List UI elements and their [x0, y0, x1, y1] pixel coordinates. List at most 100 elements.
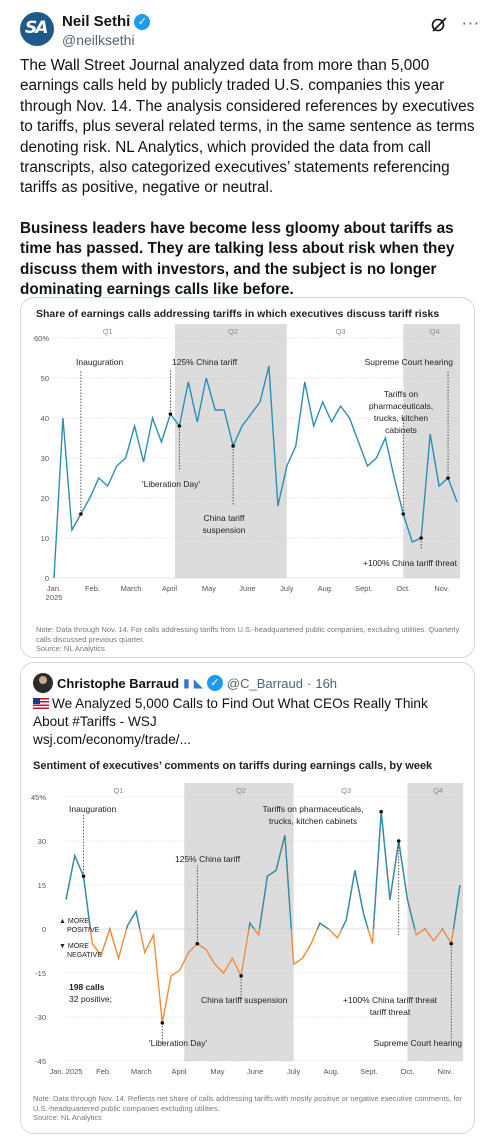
note-text: Note: Data through Nov. 14. Reflects net…	[33, 1094, 463, 1113]
x-tick-label: Feb.	[96, 1067, 111, 1076]
annotation-label: cabinets	[385, 425, 417, 435]
source-text: Source: NL Analytics	[36, 644, 105, 653]
x-tick-label: Jan. 2025	[50, 1067, 83, 1076]
quote-tweet[interactable]: Christophe Barraud ▮ ◣ ✓ @C_Barraud · 16…	[20, 662, 475, 1134]
x-tick-label: June	[247, 1067, 263, 1076]
chart-card-risk[interactable]: Share of earnings calls addressing tarif…	[20, 297, 475, 658]
x-tick-label: June	[239, 584, 255, 593]
x-tick-label: Nov.	[434, 584, 449, 593]
us-flag-icon	[33, 698, 49, 709]
whale-icon: ◣	[193, 676, 203, 690]
y-tick-label: 0	[42, 925, 46, 934]
y-tick-label: 20	[41, 494, 49, 503]
y-tick-label: 10	[41, 534, 49, 543]
x-tick-label: Nov.	[438, 1067, 453, 1076]
quarter-shade-q2	[184, 783, 294, 1061]
event-point	[79, 512, 83, 516]
event-point	[419, 536, 423, 540]
x-tick-label: Oct.	[401, 1067, 415, 1076]
x-tick-label: May	[210, 1067, 224, 1076]
event-point	[446, 476, 450, 480]
quote-text: We Analyzed 5,000 Calls to Find Out What…	[33, 695, 463, 749]
y-tick-label: -15	[35, 969, 46, 978]
quote-time[interactable]: 16h	[315, 675, 338, 691]
quarter-label: Q4	[430, 327, 440, 336]
risk-chart: Q1 Q2 Q3 Q4 0 10 20 30 40 50 60% Jan.2025 Feb. March A…	[34, 324, 460, 602]
annotation-label: ▲ MORE	[59, 918, 89, 925]
x-tick-label: Feb.	[85, 584, 100, 593]
quarter-label: Q2	[236, 786, 246, 795]
tweet-header: SA Neil Sethi ✓ @neilksethi ···	[20, 10, 480, 50]
quote-link[interactable]: wsj.com/economy/trade/...	[33, 732, 191, 747]
x-tick-label: 2025	[46, 593, 63, 602]
annotation-label: +100% China tariff threat	[343, 995, 438, 1005]
annotation-label: Tariffs on pharmaceuticals,	[263, 804, 364, 814]
chart-note: Note: Data through Nov. 14. Reflects net…	[33, 1094, 463, 1123]
quote-avatar[interactable]	[33, 673, 53, 693]
event-point	[401, 512, 406, 516]
y-tick-label: 30	[38, 837, 46, 846]
event-point	[168, 412, 173, 416]
source-text: Source: NL Analytics	[33, 1113, 102, 1122]
y-tick-label: 60%	[34, 334, 49, 343]
y-tick-label: -45	[35, 1057, 46, 1066]
sentiment-chart: Q1 Q2 Q3 Q4 -45 -30 -15 0 15 30 45% Jan. 2025 Feb. Ma…	[31, 783, 463, 1076]
tweet-paragraph-2: Business leaders have become less gloomy…	[20, 219, 455, 299]
annotation-label: trucks, kitchen	[374, 413, 429, 423]
annotation-label: 125% China tariff	[175, 854, 241, 864]
tweet-body: The Wall Street Journal analyzed data fr…	[20, 56, 480, 320]
annotation-label: 'Liberation Day'	[149, 1038, 207, 1048]
x-tick-label: July	[280, 584, 294, 593]
tweet-paragraph-1: The Wall Street Journal analyzed data fr…	[20, 57, 475, 197]
x-tick-label: April	[171, 1067, 186, 1076]
annotation-label: pharmaceuticals,	[369, 401, 433, 411]
flag-icon: ▮	[183, 676, 190, 690]
chart-title: Share of earnings calls addressing tarif…	[36, 308, 440, 320]
x-tick-label: Aug.	[324, 1067, 339, 1076]
annotation-label: China tariff	[204, 513, 246, 523]
grok-icon[interactable]	[430, 15, 448, 33]
chart-title: Sentiment of executives’ comments on tar…	[33, 760, 433, 772]
header-actions: ···	[430, 14, 480, 33]
annotation-label: trucks, kitchen cabinets	[269, 816, 357, 826]
note-text: Note: Data through Nov. 14. For calls ad…	[36, 625, 460, 644]
quarter-label: Q4	[433, 786, 443, 795]
annotation-label: Supreme Court hearing	[374, 1038, 463, 1048]
quarter-label: Q3	[341, 786, 351, 795]
quote-headline: We Analyzed 5,000 Calls to Find Out What…	[33, 696, 428, 729]
event-point	[160, 1021, 165, 1025]
x-tick-label: Jan.	[47, 584, 61, 593]
chart-note: Note: Data through Nov. 14. For calls ad…	[36, 625, 466, 654]
y-tick-label: 30	[41, 454, 49, 463]
risk-line	[53, 365, 458, 579]
quarter-label: Q3	[336, 327, 346, 336]
event-point	[396, 839, 401, 843]
quote-author-name[interactable]: Christophe Barraud	[57, 675, 180, 691]
annotation-label: 198 calls	[69, 982, 105, 992]
annotation-label: Supreme Court hearing	[365, 357, 454, 367]
author-name[interactable]: Neil Sethi	[62, 13, 131, 30]
x-tick-label: July	[287, 1067, 301, 1076]
annotation-label: suspension	[202, 525, 245, 535]
author-handle[interactable]: @neilksethi	[62, 32, 135, 48]
annotation-label: ▼ MORE	[59, 943, 89, 950]
y-tick-label: 45%	[31, 793, 46, 802]
y-tick-label: 15	[38, 881, 46, 890]
verified-badge-icon: ✓	[206, 675, 223, 691]
event-point	[195, 941, 200, 946]
sentiment-line-positive	[65, 811, 461, 929]
dot-separator: ·	[307, 675, 312, 691]
verified-badge-icon: ✓	[134, 13, 151, 30]
quarter-shade-q4	[407, 783, 463, 1061]
annotation-label: Inauguration	[76, 357, 124, 367]
annotation-label: POSITIVE	[67, 927, 100, 934]
event-point	[449, 941, 454, 946]
x-tick-label: April	[162, 584, 177, 593]
annotation-label: 'Liberation Day'	[142, 479, 200, 489]
annotation-label: China tariff suspension	[201, 995, 288, 1005]
quote-author-handle[interactable]: @C_Barraud	[226, 675, 303, 691]
event-point	[231, 444, 235, 448]
avatar[interactable]: SA	[20, 12, 54, 46]
more-icon[interactable]: ···	[461, 14, 480, 33]
quote-header: Christophe Barraud ▮ ◣ ✓ @C_Barraud · 16…	[33, 673, 337, 693]
